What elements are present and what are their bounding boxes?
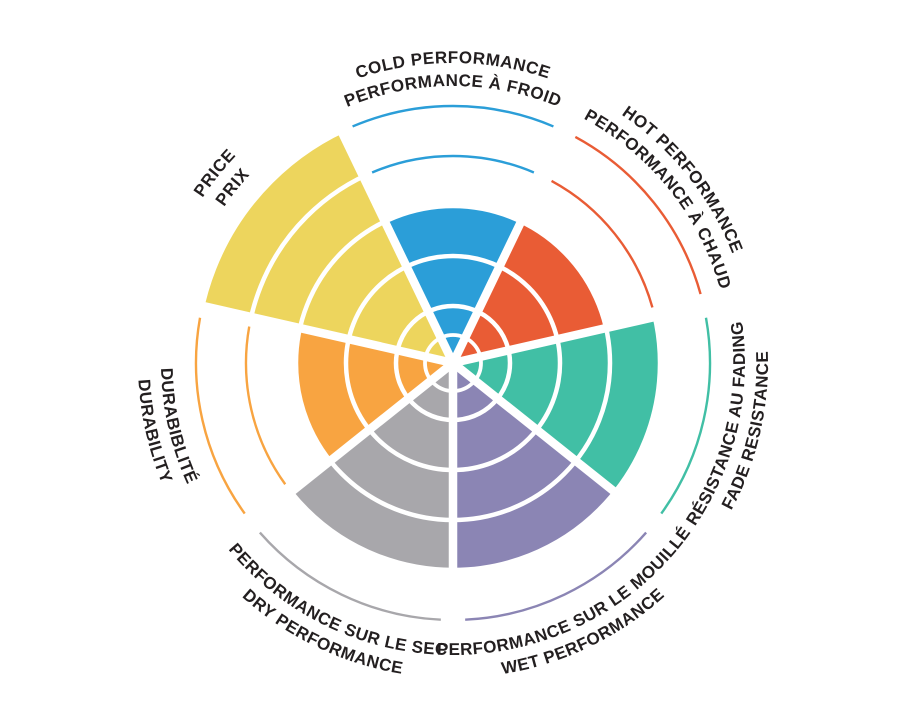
sector-dividers: [199, 127, 707, 622]
level-arc-durability-4: [244, 326, 287, 485]
sector-label-hot-en: HOT PERFORMANCE: [619, 102, 747, 255]
level-arc-fade-5: [660, 317, 712, 515]
sector-divider: [452, 301, 707, 368]
level-arc-hot-5: [574, 135, 702, 295]
sector-wedge-durability: [296, 328, 453, 461]
sector-divider: [450, 359, 659, 528]
level-arc-cold-5: [352, 104, 554, 128]
sector-divider: [199, 301, 454, 368]
level-arc-hot-4: [550, 179, 654, 308]
sector-divider: [336, 127, 457, 365]
sector-divider: [247, 359, 456, 528]
sector-wedge-dry: [291, 363, 453, 570]
sector-divider: [449, 127, 570, 365]
sector-wedge-cold: [384, 206, 522, 363]
level-arc-wet-5: [465, 531, 648, 621]
sector-wedge-wet: [453, 363, 615, 570]
level-arcs: [194, 104, 712, 621]
level-arc-dry-5: [258, 531, 441, 621]
level-arc-cold-4: [371, 154, 535, 174]
level-arc-durability-5: [194, 317, 246, 515]
